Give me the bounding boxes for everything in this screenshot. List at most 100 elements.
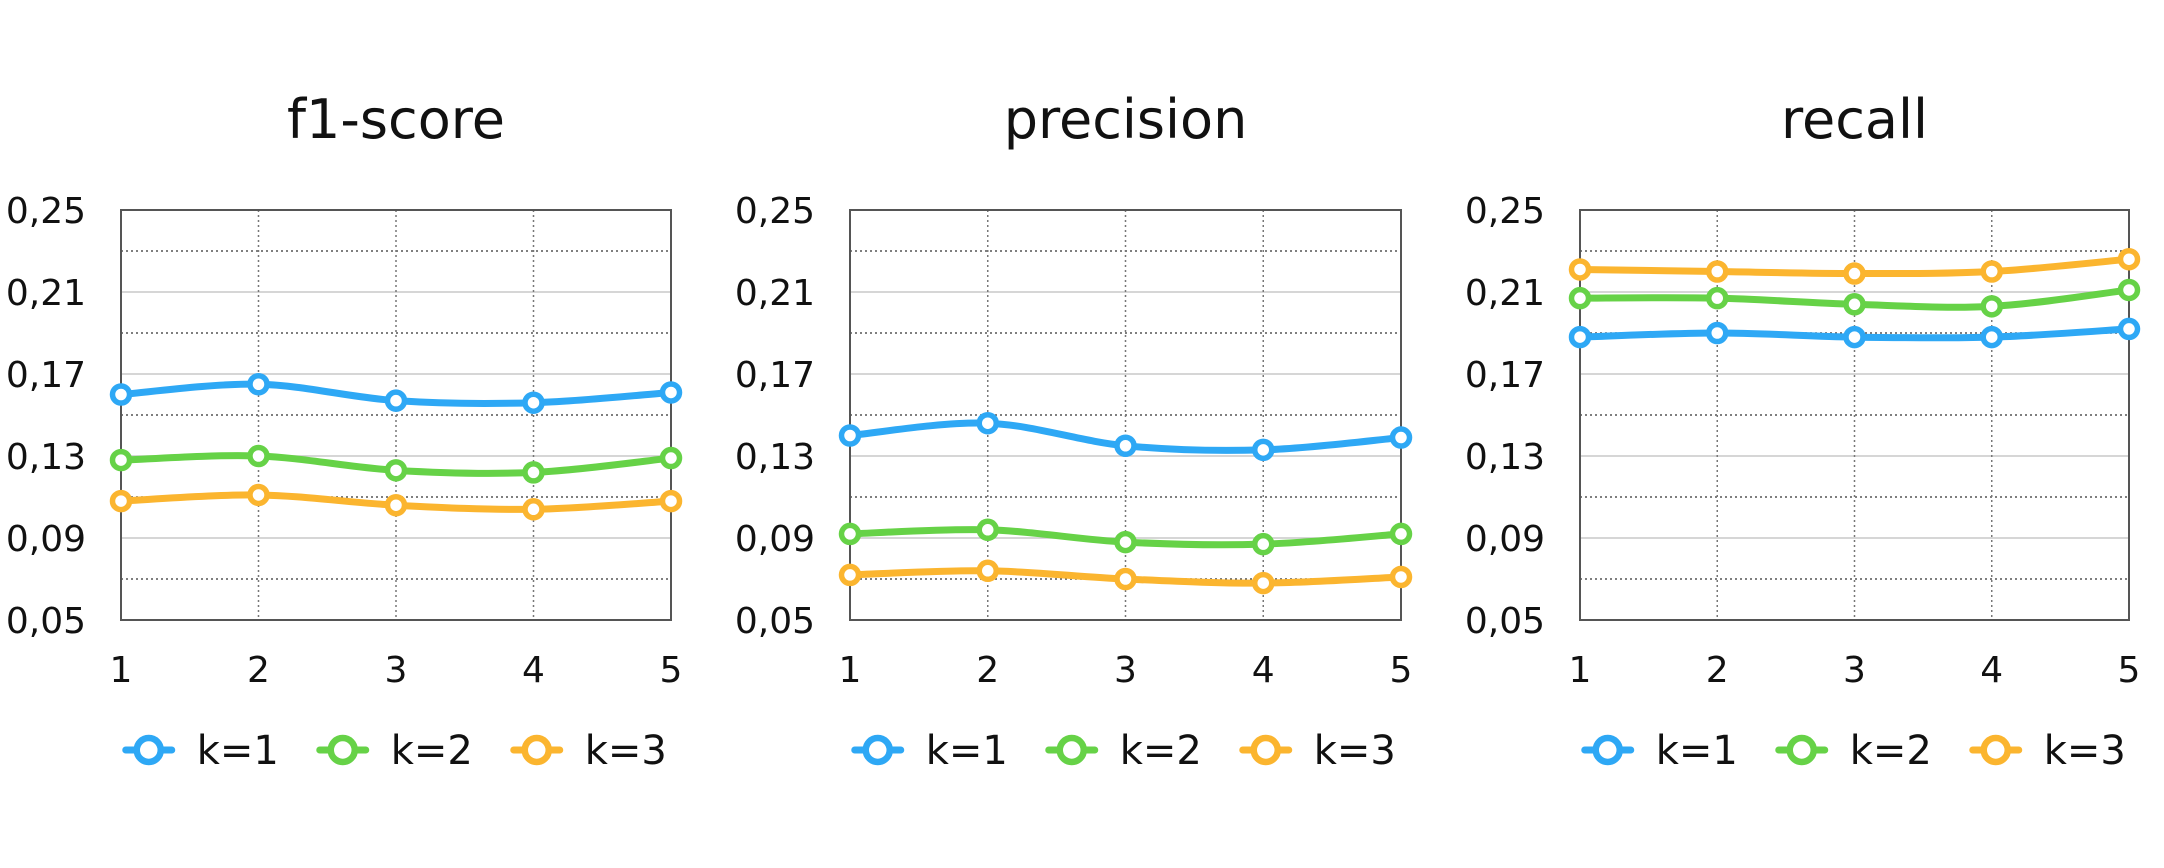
x-tick-label: 3 bbox=[385, 650, 408, 691]
data-point-k2 bbox=[1980, 295, 2003, 318]
y-tick-label: 0,09 bbox=[1465, 519, 1545, 560]
legend-marker-k2 bbox=[1056, 734, 1088, 766]
legend-marker-k1 bbox=[1592, 734, 1623, 766]
data-point-k1 bbox=[1389, 426, 1413, 449]
x-tick-label: 4 bbox=[1980, 650, 2003, 691]
plot-frame bbox=[849, 209, 1402, 621]
legend-marker-k2 bbox=[327, 734, 358, 766]
data-point-k1 bbox=[659, 381, 683, 404]
data-point-k1 bbox=[1568, 325, 1592, 349]
data-point-k3 bbox=[1389, 565, 1413, 589]
y-tick-label: 0,05 bbox=[735, 601, 815, 642]
y-tick-label: 0,21 bbox=[1465, 273, 1545, 314]
data-point-k3 bbox=[522, 498, 545, 521]
chart-2: recall 0,25 0,21 0,17 0,13 0,09 0,05 1 2 3 4 5 k=1 k=… bbox=[1465, 88, 2141, 774]
data-point-k2 bbox=[1114, 530, 1137, 554]
data-point-k3 bbox=[1980, 260, 2003, 283]
y-tick-label: 0,25 bbox=[6, 191, 86, 232]
plot-frame bbox=[1579, 209, 2130, 621]
data-point-k2 bbox=[109, 448, 133, 472]
data-point-k1 bbox=[247, 373, 270, 396]
x-tick-label: 4 bbox=[522, 650, 545, 691]
data-point-k2 bbox=[1706, 286, 1729, 310]
y-tick-label: 0,05 bbox=[1465, 601, 1545, 642]
x-tick-label: 4 bbox=[1252, 650, 1275, 691]
chart-title: recall bbox=[1781, 88, 1928, 151]
data-point-k3 bbox=[2117, 247, 2141, 271]
legend-marker-k2 bbox=[1786, 734, 1817, 766]
y-tick-label: 0,17 bbox=[1465, 355, 1545, 396]
data-point-k3 bbox=[384, 493, 408, 517]
x-tick-label: 2 bbox=[247, 650, 270, 691]
chart-title: f1-score bbox=[287, 88, 505, 151]
data-point-k3 bbox=[659, 489, 683, 513]
y-tick-label: 0,09 bbox=[6, 519, 86, 560]
x-tick-label: 3 bbox=[1843, 650, 1866, 691]
data-point-k3 bbox=[1568, 258, 1592, 281]
chart-1: precision 0,25 0,21 0,17 0,13 0,09 0,05 1 2 3 4 5 k=… bbox=[735, 88, 1413, 774]
data-point-k3 bbox=[1706, 260, 1729, 283]
data-point-k1 bbox=[1252, 438, 1275, 462]
chart-0: f1-score 0,25 0,21 0,17 0,13 0,09 0,05 1 2 3 4 5 k=1… bbox=[6, 88, 683, 774]
data-point-k1 bbox=[838, 424, 862, 447]
y-tick-label: 0,05 bbox=[6, 601, 86, 642]
data-point-k2 bbox=[247, 444, 270, 468]
y-tick-label: 0,25 bbox=[735, 191, 815, 232]
x-tick-label: 5 bbox=[1390, 650, 1413, 691]
legend-label-k1: k=1 bbox=[197, 728, 279, 774]
legend-marker-k1 bbox=[133, 734, 164, 766]
y-tick-label: 0,13 bbox=[6, 437, 86, 478]
data-point-k3 bbox=[109, 489, 133, 513]
chart-title: precision bbox=[1004, 88, 1248, 151]
data-point-k2 bbox=[522, 461, 545, 484]
data-point-k1 bbox=[109, 383, 133, 406]
data-point-k2 bbox=[976, 518, 999, 542]
legend-label-k3: k=3 bbox=[2044, 728, 2126, 774]
y-tick-label: 0,13 bbox=[735, 437, 815, 478]
legend-label-k2: k=2 bbox=[1120, 728, 1202, 774]
data-point-k3 bbox=[1252, 571, 1275, 595]
data-point-k1 bbox=[1843, 325, 1866, 349]
data-point-k1 bbox=[384, 389, 408, 412]
y-tick-label: 0,09 bbox=[735, 519, 815, 560]
data-point-k1 bbox=[1706, 321, 1729, 345]
y-tick-label: 0,13 bbox=[1465, 437, 1545, 478]
x-tick-label: 1 bbox=[839, 650, 862, 691]
data-point-k2 bbox=[384, 459, 408, 482]
data-point-k1 bbox=[1114, 434, 1137, 457]
x-tick-label: 1 bbox=[1569, 650, 1592, 691]
data-point-k3 bbox=[1843, 262, 1866, 285]
data-point-k1 bbox=[976, 411, 999, 435]
data-point-k1 bbox=[522, 391, 545, 414]
x-tick-label: 5 bbox=[660, 650, 683, 691]
x-tick-label: 1 bbox=[110, 650, 133, 691]
y-tick-label: 0,17 bbox=[735, 355, 815, 396]
y-tick-label: 0,21 bbox=[735, 273, 815, 314]
legend-label-k1: k=1 bbox=[926, 728, 1008, 774]
legend-label-k3: k=3 bbox=[585, 728, 667, 774]
data-point-k3 bbox=[1114, 567, 1137, 591]
legend-marker-k1 bbox=[862, 734, 894, 766]
legend-label-k1: k=1 bbox=[1656, 728, 1738, 774]
data-point-k3 bbox=[838, 563, 862, 587]
data-point-k2 bbox=[1568, 286, 1592, 310]
data-point-k3 bbox=[247, 483, 270, 507]
x-tick-label: 5 bbox=[2118, 650, 2141, 691]
legend-marker-k3 bbox=[1250, 734, 1282, 766]
data-point-k2 bbox=[659, 446, 683, 470]
x-tick-label: 3 bbox=[1114, 650, 1137, 691]
data-point-k2 bbox=[1389, 522, 1413, 546]
data-point-k2 bbox=[1252, 532, 1275, 556]
y-tick-label: 0,17 bbox=[6, 355, 86, 396]
plot-frame bbox=[120, 209, 672, 621]
data-point-k1 bbox=[1980, 325, 2003, 349]
legend-label-k2: k=2 bbox=[391, 728, 473, 774]
data-point-k1 bbox=[2117, 317, 2141, 341]
data-point-k2 bbox=[838, 522, 862, 546]
legend-marker-k3 bbox=[1980, 734, 2011, 766]
data-point-k2 bbox=[1843, 293, 1866, 316]
data-point-k2 bbox=[2117, 278, 2141, 302]
legend-label-k3: k=3 bbox=[1314, 728, 1396, 774]
legend-marker-k3 bbox=[521, 734, 552, 766]
